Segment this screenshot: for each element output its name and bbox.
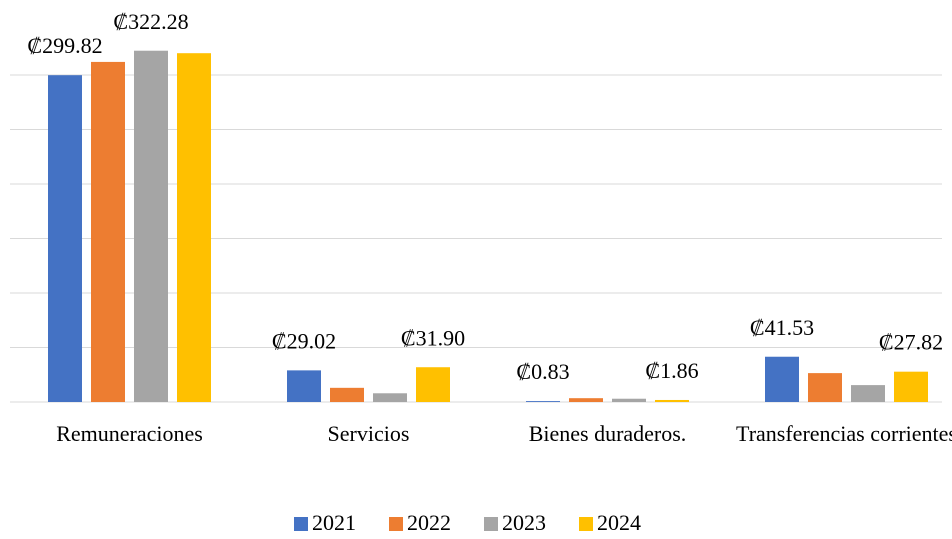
data-label: ₡31.90: [401, 325, 465, 350]
bar: [655, 399, 689, 402]
data-label: ₡299.82: [27, 33, 102, 58]
bar: [416, 367, 450, 402]
x-tick-label: Bienes duraderos.: [528, 421, 687, 446]
legend-label: 2022: [407, 510, 451, 535]
bar: [48, 75, 82, 402]
bar: [569, 398, 603, 402]
legend-label: 2023: [502, 510, 546, 535]
data-label: ₡1.86: [645, 358, 698, 383]
bar: [330, 387, 364, 402]
bar: [894, 371, 928, 402]
bar: [612, 398, 646, 402]
legend-swatch: [389, 517, 403, 531]
bar: [808, 373, 842, 402]
data-label: ₡27.82: [879, 330, 943, 355]
legend-swatch: [484, 517, 498, 531]
data-label: ₡41.53: [750, 315, 814, 340]
data-label: ₡0.83: [516, 359, 569, 384]
x-tick-label: Remuneraciones: [56, 421, 203, 446]
bar: [851, 385, 885, 402]
x-tick-label: Transferencias corrientes: [736, 421, 952, 446]
bar: [526, 401, 560, 402]
bar: [91, 61, 125, 403]
legend-label: 2021: [312, 510, 356, 535]
bar: [373, 393, 407, 402]
bar: [287, 370, 321, 402]
x-tick-label: Servicios: [327, 421, 410, 446]
data-label: ₡322.28: [113, 9, 188, 34]
data-label: ₡29.02: [272, 328, 336, 353]
legend-label: 2024: [597, 510, 641, 535]
bar: [134, 50, 168, 402]
bar: [765, 356, 799, 402]
legend-swatch: [579, 517, 593, 531]
legend-swatch: [294, 517, 308, 531]
bar: [177, 53, 211, 402]
